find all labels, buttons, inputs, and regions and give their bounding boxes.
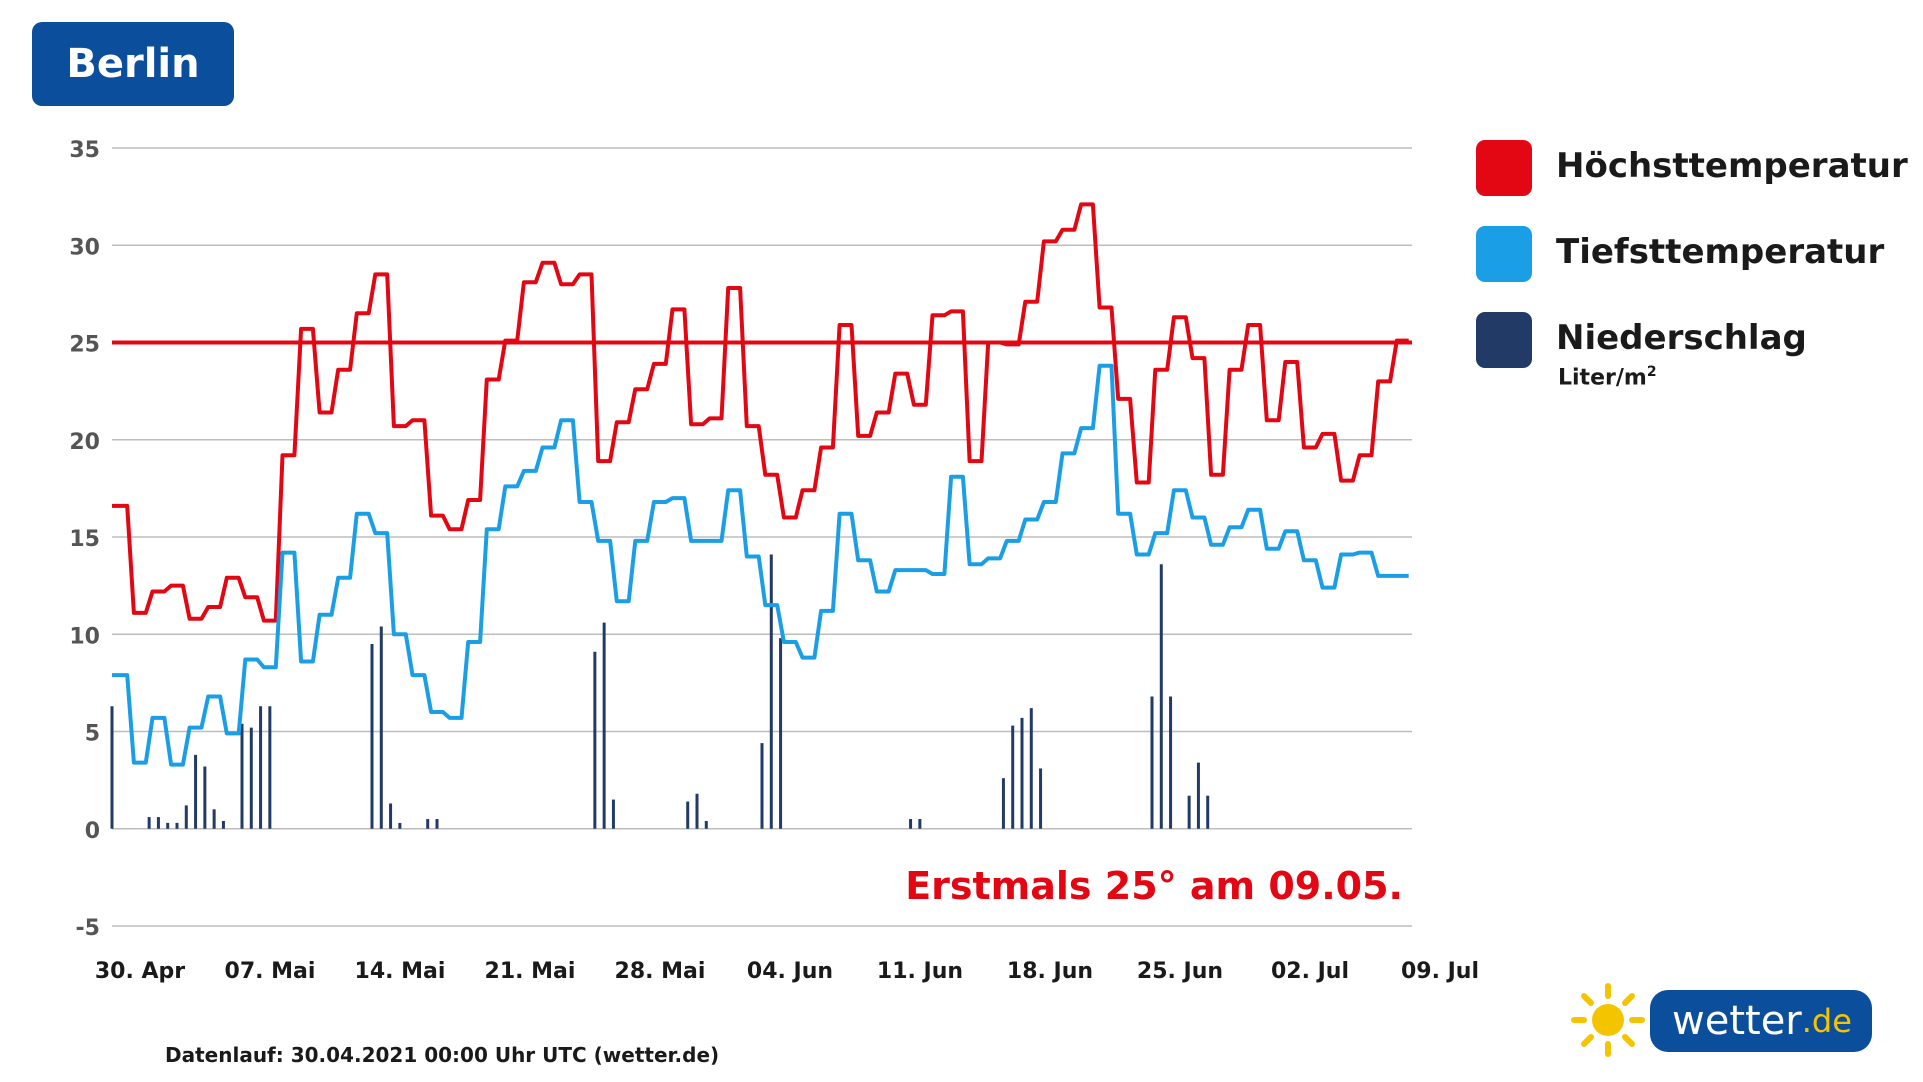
x-tick-label: 07. Mai (225, 959, 316, 984)
x-tick-label: 02. Jul (1271, 959, 1349, 984)
legend-label-precip: Niederschlag (1556, 318, 1807, 358)
y-tick-label: 15 (69, 527, 100, 552)
first-25-annotation: Erstmals 25° am 09.05. (905, 864, 1403, 908)
x-tick-label: 30. Apr (95, 959, 185, 984)
data-run-footnote: Datenlauf: 30.04.2021 00:00 Uhr UTC (wet… (165, 1043, 720, 1067)
logo-tld: .de (1801, 1002, 1852, 1040)
x-tick-label: 18. Jun (1007, 959, 1093, 984)
x-tick-label: 14. Mai (355, 959, 446, 984)
legend-swatch-min (1476, 226, 1532, 282)
min-temperature-line (112, 363, 1409, 767)
legend-unit-precip: Liter/m2 (1558, 364, 1657, 390)
x-tick-label: 21. Mai (485, 959, 576, 984)
y-tick-label: 25 (69, 333, 100, 358)
y-tick-label: 5 (85, 722, 100, 747)
x-tick-label: 25. Jun (1137, 959, 1223, 984)
x-tick-label: 28. Mai (615, 959, 706, 984)
city-badge: Berlin (32, 22, 234, 106)
y-tick-label: 35 (69, 138, 100, 163)
logo-text: wetter (1672, 998, 1802, 1044)
city-name: Berlin (66, 41, 200, 87)
legend-swatch-precip (1476, 312, 1532, 368)
legend-label-max: Höchsttemperatur (1556, 146, 1908, 186)
y-tick-label: 10 (69, 624, 100, 649)
sun-icon (1571, 983, 1645, 1057)
legend-swatch-max (1476, 140, 1532, 196)
max-temperature-line (112, 202, 1409, 623)
legend-unit-sup: 2 (1646, 364, 1657, 380)
wetter-de-logo: wetter .de (1566, 982, 1876, 1058)
x-tick-label: 11. Jun (877, 959, 963, 984)
logo-wordmark: wetter .de (1650, 990, 1872, 1052)
y-tick-label: 30 (69, 235, 100, 260)
legend-unit-text: Liter/m (1558, 365, 1647, 391)
y-tick-label: 20 (69, 430, 100, 455)
x-tick-label: 09. Jul (1401, 959, 1479, 984)
legend-label-min: Tiefsttemperatur (1556, 232, 1885, 272)
y-tick-label: -5 (76, 916, 100, 941)
x-tick-label: 04. Jun (747, 959, 833, 984)
y-tick-label: 0 (85, 819, 100, 844)
